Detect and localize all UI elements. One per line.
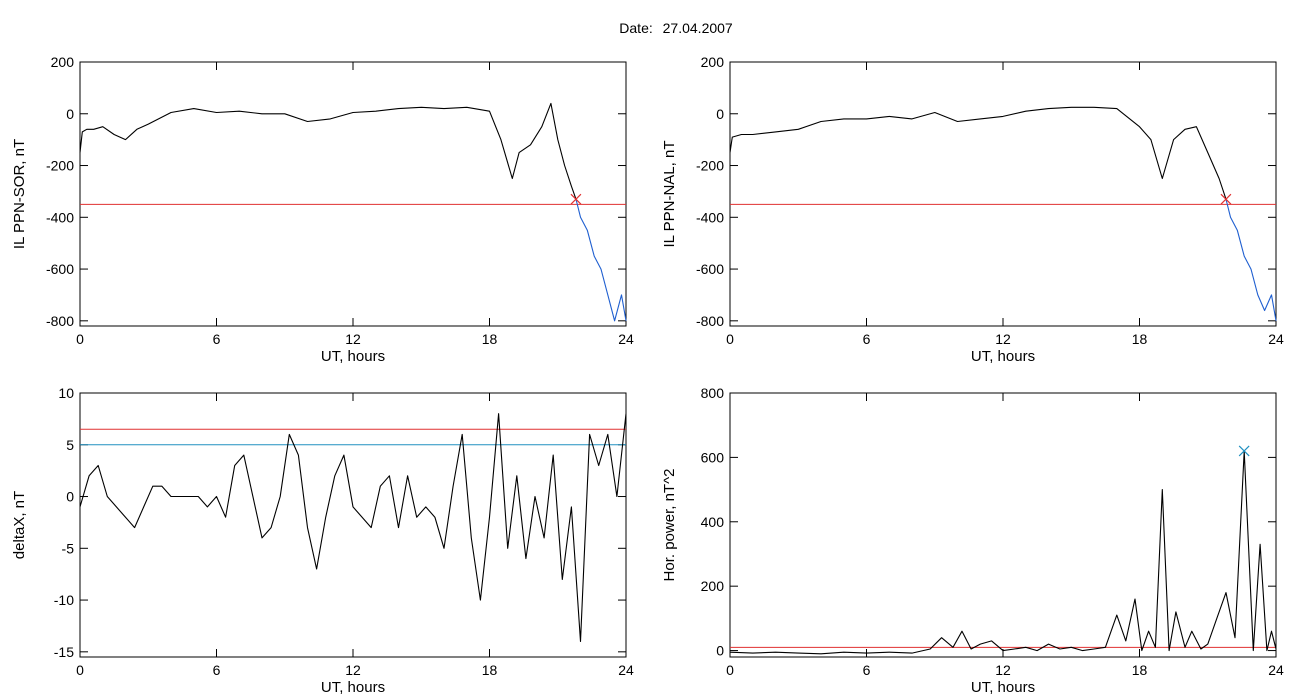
y-tick-label: 0: [716, 106, 724, 122]
y-tick-label: -15: [54, 644, 74, 660]
x-tick-label: 24: [1268, 331, 1284, 347]
event-marker: [1238, 445, 1250, 457]
x-axis-label: UT, hours: [971, 348, 1035, 365]
y-tick-label: -10: [54, 592, 74, 608]
chart-panel-1: 0 6 12 18 24 -800 -600 -400 -200 0 200 UT, hours IL …: [11, 54, 634, 365]
date-value: 27.04.2007: [663, 20, 733, 36]
x-tick-label: 12: [345, 662, 361, 678]
x-tick-label: 6: [213, 662, 221, 678]
y-tick-label: 0: [66, 106, 74, 122]
y-tick-label: -400: [46, 209, 74, 225]
x-tick-label: 18: [482, 331, 498, 347]
x-tick-label: 24: [618, 662, 634, 678]
y-tick-label: 200: [51, 54, 75, 70]
x-axis-label: UT, hours: [971, 679, 1035, 696]
x-tick-label: 18: [1132, 331, 1148, 347]
x-tick-label: 24: [618, 331, 634, 347]
series-line-1: [79, 102, 577, 200]
x-tick-label: 6: [863, 331, 871, 347]
chart-panel-4: 0 6 12 18 24 0 200 400 600 800 UT, hours Hor. power…: [661, 385, 1284, 696]
series-line-2: [575, 199, 627, 322]
plot-frame: [79, 61, 627, 327]
x-tick-label: 0: [726, 331, 734, 347]
x-axis-label: UT, hours: [321, 348, 385, 365]
x-axis-label: UT, hours: [321, 679, 385, 696]
x-tick-label: 18: [1132, 662, 1148, 678]
x-tick-label: 0: [76, 662, 84, 678]
y-tick-label: -200: [46, 158, 74, 174]
date-label: Date:: [619, 20, 652, 36]
y-tick-label: 0: [66, 489, 74, 505]
y-axis-label: Hor. power, nT^2: [661, 469, 678, 582]
x-tick-label: 6: [213, 331, 221, 347]
series-line-1: [729, 450, 1277, 655]
x-tick-label: 12: [995, 662, 1011, 678]
x-tick-label: 0: [76, 331, 84, 347]
plot-frame: [79, 392, 627, 658]
y-tick-label: 5: [66, 437, 74, 453]
y-axis-label: deltaX, nT: [11, 491, 28, 559]
x-tick-label: 0: [726, 662, 734, 678]
y-tick-label: 400: [701, 514, 725, 530]
event-marker: [570, 193, 582, 205]
y-tick-label: 200: [701, 578, 725, 594]
plot-frame: [729, 392, 1277, 658]
x-tick-label: 6: [863, 662, 871, 678]
y-tick-label: 600: [701, 449, 725, 465]
series-line-1: [79, 413, 627, 643]
chart-panel-3: 0 6 12 18 24 -15 -10 -5 0 5 10 UT, hours deltaX, nT: [11, 385, 634, 696]
series-line-1: [729, 106, 1227, 200]
x-tick-label: 18: [482, 662, 498, 678]
y-tick-label: -400: [696, 209, 724, 225]
y-axis-label: IL PPN-NAL, nT: [661, 141, 678, 248]
plot-frame: [729, 61, 1277, 327]
x-tick-label: 12: [345, 331, 361, 347]
x-tick-label: 12: [995, 331, 1011, 347]
y-axis-label: IL PPN-SOR, nT: [11, 139, 28, 249]
y-tick-label: 800: [701, 385, 725, 401]
y-tick-label: -200: [696, 158, 724, 174]
y-tick-label: 200: [701, 54, 725, 70]
event-marker: [1220, 193, 1232, 205]
y-tick-label: -800: [46, 313, 74, 329]
x-tick-label: 24: [1268, 662, 1284, 678]
date-title: Date: 27.04.2007: [619, 20, 733, 36]
chart-panel-2: 0 6 12 18 24 -800 -600 -400 -200 0 200 UT, hours IL …: [661, 54, 1284, 365]
y-tick-label: -600: [696, 261, 724, 277]
series-line-2: [1225, 199, 1277, 321]
chart-panels: 0 6 12 18 24 -800 -600 -400 -200 0 200 UT, hours IL …: [11, 54, 1284, 696]
y-tick-label: -800: [696, 313, 724, 329]
y-tick-label: 10: [58, 385, 74, 401]
y-tick-label: -600: [46, 261, 74, 277]
y-tick-label: -5: [62, 540, 75, 556]
y-tick-label: 0: [716, 643, 724, 659]
